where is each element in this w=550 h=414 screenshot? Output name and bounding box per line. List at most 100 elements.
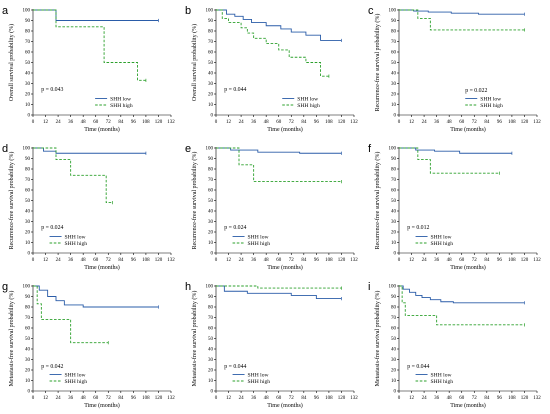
x-axis-title: Time (months) [267, 264, 303, 271]
x-tick-label: 0 [215, 120, 218, 125]
series-line-shh-high [33, 147, 113, 204]
x-tick-label: 24 [422, 258, 428, 263]
y-tick-label: 10 [25, 103, 31, 108]
y-tick-label: 0 [211, 252, 214, 257]
x-tick-label: 60 [459, 258, 465, 263]
x-tick-label: 84 [301, 120, 307, 125]
x-tick-label: 132 [167, 120, 175, 125]
x-tick-label: 60 [276, 120, 282, 125]
panel-d: d 0 10 20 30 40 50 60 70 80 90 100 0 12 24 36 48 60 72 84 96… [2, 143, 175, 271]
legend-label: SHH low [297, 96, 319, 102]
y-tick-label: 10 [25, 379, 31, 384]
x-tick-label: 120 [521, 396, 529, 401]
y-tick-label: 40 [208, 210, 214, 215]
x-tick-label: 120 [155, 258, 163, 263]
legend-label: SHH high [65, 379, 88, 385]
p-value: p = 0.042 [41, 364, 63, 370]
x-tick-label: 48 [81, 258, 87, 263]
y-tick-label: 100 [206, 285, 214, 290]
y-tick-label: 30 [391, 82, 397, 87]
x-tick-label: 24 [422, 120, 428, 125]
y-tick-label: 60 [25, 327, 31, 332]
series-line-shh-low [216, 147, 342, 154]
y-tick-label: 100 [206, 9, 214, 14]
x-tick-label: 108 [325, 396, 333, 401]
y-tick-label: 70 [208, 40, 214, 45]
y-tick-label: 40 [208, 348, 214, 353]
y-tick-label: 0 [28, 252, 31, 257]
x-tick-label: 120 [155, 396, 163, 401]
x-tick-label: 120 [521, 258, 529, 263]
x-tick-label: 132 [533, 396, 541, 401]
x-tick-label: 24 [422, 396, 428, 401]
y-tick-label: 20 [391, 93, 397, 98]
panel-letter: i [368, 281, 370, 293]
x-tick-label: 36 [251, 120, 257, 125]
x-tick-label: 0 [32, 396, 35, 401]
y-tick-label: 0 [211, 390, 214, 395]
x-tick-label: 48 [264, 120, 270, 125]
series-line-shh-low [33, 147, 146, 154]
x-tick-label: 12 [43, 396, 49, 401]
x-tick-label: 120 [155, 120, 163, 125]
series-line-shh-high [33, 285, 109, 344]
x-tick-label: 24 [56, 396, 62, 401]
y-tick-label: 80 [208, 30, 214, 35]
x-tick-label: 48 [264, 258, 270, 263]
x-tick-label: 0 [32, 120, 35, 125]
x-tick-label: 84 [118, 396, 124, 401]
y-tick-label: 0 [28, 114, 31, 119]
y-tick-label: 10 [208, 379, 214, 384]
x-tick-label: 12 [226, 396, 232, 401]
x-tick-label: 48 [447, 258, 453, 263]
y-axis-title: Metastasis-free survival probability (%) [8, 291, 15, 387]
x-tick-label: 108 [142, 396, 150, 401]
x-tick-label: 36 [434, 258, 440, 263]
y-tick-label: 90 [208, 295, 214, 300]
x-tick-label: 60 [276, 258, 282, 263]
y-tick-label: 100 [389, 285, 397, 290]
panel-letter: h [185, 281, 191, 293]
x-tick-label: 48 [264, 396, 270, 401]
x-axis-title: Time (months) [450, 126, 486, 133]
y-tick-label: 40 [391, 348, 397, 353]
y-tick-label: 10 [208, 241, 214, 246]
x-tick-label: 132 [350, 120, 358, 125]
y-tick-label: 30 [25, 220, 31, 225]
y-tick-label: 90 [208, 19, 214, 24]
y-tick-label: 60 [25, 189, 31, 194]
y-tick-label: 50 [208, 199, 214, 204]
y-tick-label: 50 [25, 337, 31, 342]
series-line-shh-high [216, 285, 342, 289]
x-tick-label: 96 [497, 258, 503, 263]
x-tick-label: 60 [93, 396, 99, 401]
legend-label: SHH high [480, 103, 503, 109]
legend-label: SHH high [297, 103, 320, 109]
x-tick-label: 108 [142, 258, 150, 263]
y-tick-label: 60 [391, 51, 397, 56]
legend-label: SHH low [65, 372, 87, 378]
x-tick-label: 36 [251, 258, 257, 263]
legend-label: SHH low [431, 234, 453, 240]
y-tick-label: 40 [25, 210, 31, 215]
x-tick-label: 72 [472, 396, 478, 401]
x-tick-label: 12 [226, 258, 232, 263]
x-tick-label: 72 [106, 258, 112, 263]
x-tick-label: 132 [167, 396, 175, 401]
x-tick-label: 120 [338, 120, 346, 125]
y-tick-label: 40 [391, 210, 397, 215]
x-tick-label: 60 [93, 258, 99, 263]
y-tick-label: 20 [25, 369, 31, 374]
y-tick-label: 100 [389, 147, 397, 152]
p-value: p = 0.022 [465, 88, 487, 94]
x-tick-label: 0 [398, 120, 401, 125]
y-tick-label: 40 [25, 72, 31, 77]
y-tick-label: 70 [208, 316, 214, 321]
y-tick-label: 20 [25, 231, 31, 236]
y-tick-label: 60 [25, 51, 31, 56]
legend-label: SHH high [431, 241, 454, 247]
y-tick-label: 60 [208, 189, 214, 194]
x-tick-label: 12 [43, 258, 49, 263]
y-axis-title: Metastasis-free survival probability (%) [191, 291, 198, 387]
